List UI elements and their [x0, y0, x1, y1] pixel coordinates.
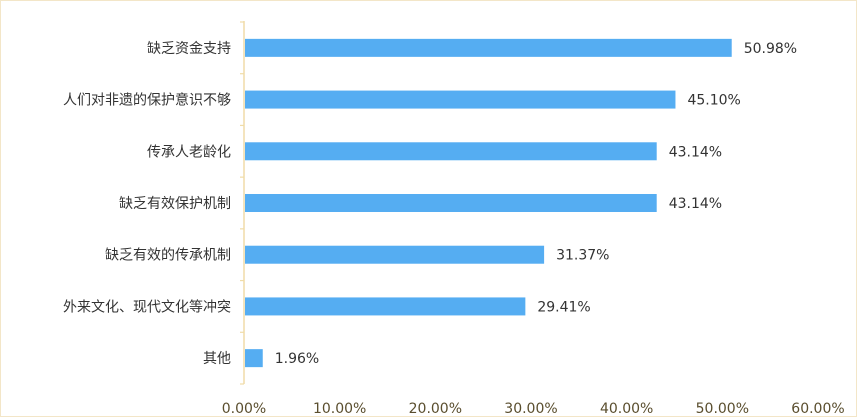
value-label-3: 43.14%	[669, 196, 722, 212]
x-tick-label-5: 50.00%	[696, 401, 749, 417]
value-label-5: 29.41%	[537, 299, 590, 315]
category-label-0: 缺乏资金支持	[147, 41, 231, 57]
x-tick-label-6: 60.00%	[791, 401, 844, 417]
bars-layer	[245, 38, 732, 368]
bar-2	[245, 142, 657, 161]
category-label-5: 外来文化、现代文化等冲突	[63, 298, 231, 315]
bar-3	[245, 194, 657, 212]
x-tick-label-3: 30.00%	[504, 401, 557, 417]
category-label-4: 缺乏有效的传承机制	[105, 248, 231, 264]
x-tick-label-4: 40.00%	[600, 401, 653, 417]
value-label-6: 1.96%	[275, 351, 319, 367]
x-tick-label-1: 10.00%	[313, 401, 366, 417]
x-tick-label-0: 0.00%	[222, 401, 266, 417]
bar-4	[245, 245, 545, 264]
bar-0	[245, 38, 732, 57]
category-label-3: 缺乏有效保护机制	[119, 196, 231, 212]
category-label-1: 人们对非遗的保护意识不够	[63, 92, 231, 109]
value-label-4: 31.37%	[556, 248, 609, 264]
labels-layer: 缺乏资金支持 50.98% 人们对非遗的保护意识不够 45.10% 传承人老龄化 43.1…	[63, 41, 845, 417]
category-label-6: 其他	[203, 351, 231, 367]
value-label-2: 43.14%	[669, 144, 722, 160]
value-label-0: 50.98%	[744, 41, 797, 57]
category-label-2: 传承人老龄化	[147, 144, 231, 160]
bar-1	[245, 90, 676, 109]
value-label-1: 45.10%	[687, 93, 740, 109]
bar-5	[245, 297, 526, 316]
x-tick-label-2: 20.00%	[409, 401, 462, 417]
axis-layer	[240, 21, 245, 385]
bar-6	[245, 349, 263, 368]
